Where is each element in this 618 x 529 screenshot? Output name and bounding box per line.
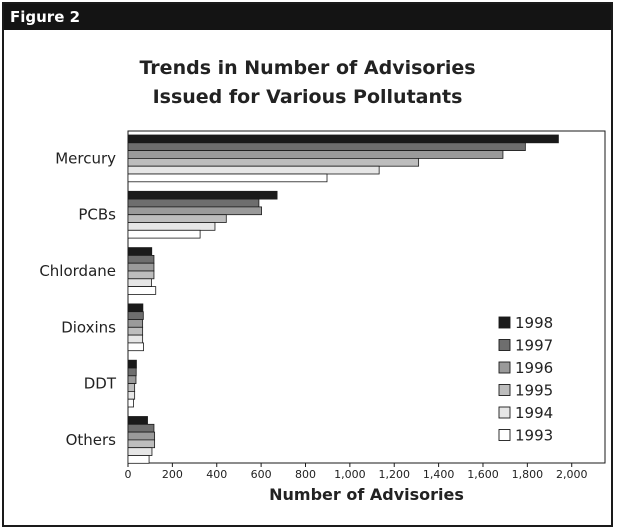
bar-mercury-1995 xyxy=(127,157,420,167)
bar-chlordane-1997 xyxy=(127,254,155,264)
bar-pcbs-1997 xyxy=(127,198,260,208)
category-label-others: Others xyxy=(66,431,117,449)
x-axis-title: Number of Advisories xyxy=(269,485,464,504)
bar-others-1993 xyxy=(127,455,150,464)
bar-ddt-1998 xyxy=(127,359,137,369)
bar-dioxins-1995 xyxy=(127,326,144,336)
category-label-pcbs: PCBs xyxy=(78,206,116,224)
plot-area xyxy=(127,130,606,464)
bar-dioxins-1996 xyxy=(127,319,144,328)
figure-label: Figure 2 xyxy=(10,8,81,26)
bar-ddt-1994 xyxy=(127,390,136,400)
bar-pcbs-1994 xyxy=(127,222,216,231)
bar-chart: 0 200 400 600 800 1,000 1,200 1,400 1,600 1,800 2,… xyxy=(39,130,606,504)
legend-swatch-1996 xyxy=(498,361,511,374)
legend-label-1994: 1994 xyxy=(515,404,553,422)
bar-ddt-1993 xyxy=(127,398,134,408)
x-tick-label-0: 0 xyxy=(125,468,132,481)
legend-label-1998: 1998 xyxy=(515,314,553,332)
legend-label-1997: 1997 xyxy=(515,337,553,355)
x-tick-label-1000: 1,000 xyxy=(334,468,366,481)
x-tick-label-200: 200 xyxy=(162,468,183,481)
category-label-dioxins: Dioxins xyxy=(61,318,116,336)
bar-pcbs-1996 xyxy=(127,206,262,216)
bar-chlordane-1996 xyxy=(127,262,155,272)
bar-chlordane-1998 xyxy=(127,247,153,256)
bar-mercury-1994 xyxy=(127,165,380,175)
legend-swatch-1995 xyxy=(498,384,511,396)
chart-title-line-1: Trends in Number of Advisories xyxy=(139,57,476,79)
x-tick-label-600: 600 xyxy=(251,468,272,481)
legend-label-1993: 1993 xyxy=(515,427,553,445)
bar-dioxins-1997 xyxy=(127,311,144,320)
bar-others-1998 xyxy=(127,416,148,425)
legend-swatch-1994 xyxy=(498,406,511,419)
x-tick-label-1200: 1,200 xyxy=(378,468,410,481)
legend-label-1995: 1995 xyxy=(515,382,553,400)
bar-ddt-1995 xyxy=(127,383,136,392)
bar-pcbs-1995 xyxy=(127,214,227,223)
bar-mercury-1993 xyxy=(127,173,328,183)
bar-pcbs-1998 xyxy=(127,190,278,200)
legend-label-1996: 1996 xyxy=(515,359,553,377)
category-label-mercury: Mercury xyxy=(55,149,116,167)
bar-ddt-1997 xyxy=(127,367,137,377)
x-tick-label-400: 400 xyxy=(206,468,227,481)
plot-border xyxy=(127,130,606,464)
category-label-chlordane: Chlordane xyxy=(39,262,116,280)
bar-mercury-1998 xyxy=(127,134,559,144)
bar-mercury-1996 xyxy=(127,150,504,159)
bar-chlordane-1993 xyxy=(127,286,157,295)
bar-others-1996 xyxy=(127,431,156,441)
x-tick-label-1800: 1,800 xyxy=(512,468,544,481)
x-tick-label-2000: 2,000 xyxy=(556,468,588,481)
bar-ddt-1996 xyxy=(127,375,137,384)
bar-dioxins-1994 xyxy=(127,334,144,344)
bar-dioxins-1998 xyxy=(127,303,144,313)
bar-chlordane-1995 xyxy=(127,270,155,280)
x-tick-label-1400: 1,400 xyxy=(423,468,455,481)
bar-mercury-1997 xyxy=(127,142,526,152)
bar-others-1995 xyxy=(127,439,156,449)
category-labels: Mercury PCBs Chlordane Dioxins DDT Others xyxy=(39,149,117,449)
x-axis: 0 200 400 600 800 1,000 1,200 1,400 1,600 1,800 2,… xyxy=(125,463,588,481)
bar-others-1994 xyxy=(127,447,153,456)
bar-chlordane-1994 xyxy=(127,278,152,287)
figure-header-bar: Figure 2 xyxy=(4,4,611,30)
chart-title: Trends in Number of Advisories Issued fo… xyxy=(4,54,611,112)
bar-others-1997 xyxy=(127,423,155,433)
chart-title-line-2: Issued for Various Pollutants xyxy=(152,86,463,108)
legend-swatch-1998 xyxy=(498,316,511,329)
legend: 1998 1997 1996 1995 1994 1993 xyxy=(498,314,553,445)
legend-swatch-1993 xyxy=(498,429,511,441)
bar-dioxins-1993 xyxy=(127,342,144,352)
x-tick-label-800: 800 xyxy=(295,468,316,481)
x-tick-label-1600: 1,600 xyxy=(467,468,499,481)
bar-pcbs-1993 xyxy=(127,229,201,239)
category-label-ddt: DDT xyxy=(84,375,117,393)
legend-swatch-1997 xyxy=(498,339,511,351)
